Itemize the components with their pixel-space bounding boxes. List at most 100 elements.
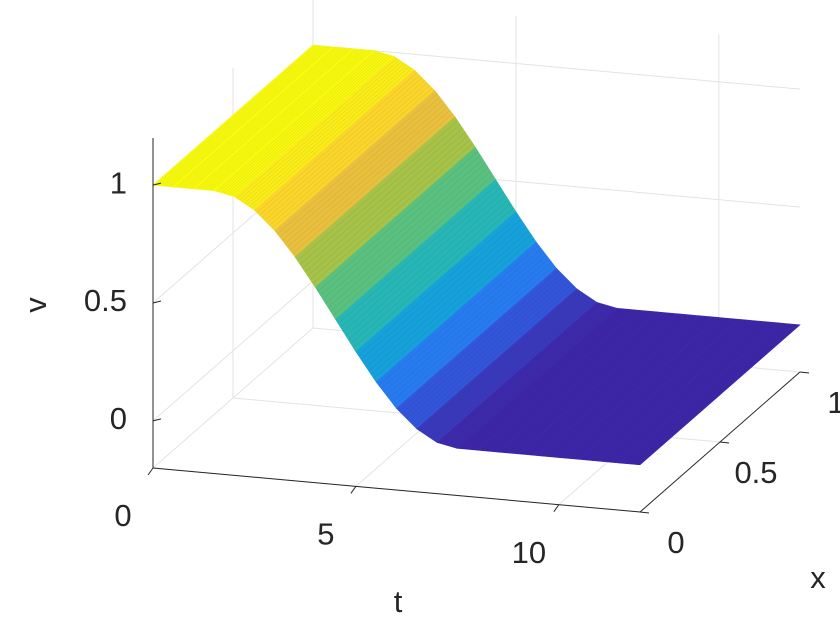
mesh-line: [302, 198, 383, 269]
mesh-line: [291, 50, 372, 121]
mesh-line: [601, 391, 683, 462]
mesh-line: [390, 139, 471, 210]
mesh-line: [584, 389, 665, 461]
mesh-line: [321, 61, 402, 132]
mesh-line: [414, 356, 495, 427]
mesh-line: [370, 304, 452, 375]
mesh-line: [382, 128, 463, 199]
mesh-line: [511, 298, 593, 370]
mesh-line: [554, 309, 636, 381]
mesh-line: [540, 385, 622, 457]
mesh-line: [352, 87, 433, 159]
mesh-line: [301, 52, 382, 124]
mesh-line: [707, 323, 788, 394]
mesh-line: [532, 306, 613, 378]
mesh-line: [561, 387, 642, 458]
mesh-line: [656, 318, 737, 390]
mesh-line: [377, 120, 458, 191]
mesh-line: [392, 143, 473, 214]
mesh-line: [664, 319, 745, 391]
mesh-line: [170, 116, 251, 187]
mesh-line: [305, 201, 386, 273]
mesh-line: [245, 46, 326, 117]
mesh-line: [155, 115, 236, 186]
mesh-line: [339, 75, 420, 146]
x-tick-label: 1: [827, 385, 840, 420]
mesh-line: [596, 390, 678, 462]
grid-line: [312, 44, 801, 90]
mesh-line: [661, 319, 742, 390]
mesh-line: [183, 117, 264, 189]
mesh-line: [306, 54, 387, 125]
mesh-line: [211, 120, 292, 191]
mesh-line: [261, 147, 343, 218]
mesh-line: [590, 312, 671, 384]
mesh-line: [454, 377, 536, 448]
mesh-line: [165, 116, 246, 187]
mesh-line: [533, 385, 614, 456]
mesh-line: [263, 47, 344, 119]
mesh-line: [483, 275, 565, 347]
mesh-line: [491, 283, 572, 354]
mesh-line: [556, 387, 637, 458]
mesh-line: [591, 390, 672, 461]
mesh-line: [697, 322, 778, 393]
mesh-line: [363, 292, 444, 364]
mesh-line: [297, 190, 378, 261]
mesh-line: [702, 323, 783, 394]
surface: [152, 44, 801, 466]
mesh-line: [625, 316, 707, 387]
mesh-line: [486, 278, 567, 349]
mesh-line: [709, 323, 791, 395]
mesh-line: [403, 345, 485, 417]
mesh-line: [681, 321, 763, 392]
mesh-line: [648, 318, 730, 389]
mesh-line: [336, 72, 418, 143]
mesh-line: [248, 46, 329, 117]
v-axis-label: v: [18, 297, 53, 313]
mesh-line: [573, 388, 655, 460]
mesh-line: [565, 310, 646, 382]
mesh-line: [360, 289, 442, 360]
mesh-line: [542, 308, 623, 380]
mesh-line: [674, 320, 755, 391]
mesh-line: [369, 110, 451, 181]
mesh-line: [325, 233, 406, 304]
mesh-line: [509, 297, 590, 368]
mesh-line: [244, 133, 325, 204]
mesh-line: [643, 317, 725, 389]
mesh-line: [327, 237, 409, 308]
mesh-line: [478, 270, 560, 342]
mesh-line: [359, 96, 440, 168]
mesh-line: [268, 48, 349, 119]
mesh-line: [441, 373, 523, 445]
mesh-line: [303, 53, 385, 124]
mesh-line: [480, 380, 561, 451]
mesh-line: [332, 245, 414, 316]
surface-patch: [618, 392, 721, 466]
mesh-line: [298, 51, 380, 123]
mesh-line: [203, 119, 284, 190]
mesh-line: [228, 124, 310, 196]
mesh-line: [259, 145, 340, 216]
mesh-line: [425, 195, 506, 266]
mesh-line: [269, 155, 350, 226]
v-tick-label: 0: [110, 401, 127, 436]
mesh-line: [624, 393, 705, 464]
mesh-line: [410, 171, 491, 242]
mesh-line: [594, 390, 675, 461]
mesh-line: [278, 49, 359, 120]
mesh-line: [434, 370, 515, 442]
tick-mark: [147, 467, 154, 476]
mesh-line: [379, 124, 461, 195]
mesh-line: [615, 315, 697, 386]
mesh-line: [686, 321, 768, 393]
mesh-line: [595, 313, 676, 384]
t-tick-label: 5: [317, 517, 334, 552]
mesh-line: [168, 116, 249, 187]
t-axis-label: t: [394, 584, 403, 619]
mesh-line: [282, 170, 363, 241]
mesh-line: [439, 373, 520, 444]
mesh-line: [277, 163, 358, 235]
mesh-line: [249, 136, 330, 207]
